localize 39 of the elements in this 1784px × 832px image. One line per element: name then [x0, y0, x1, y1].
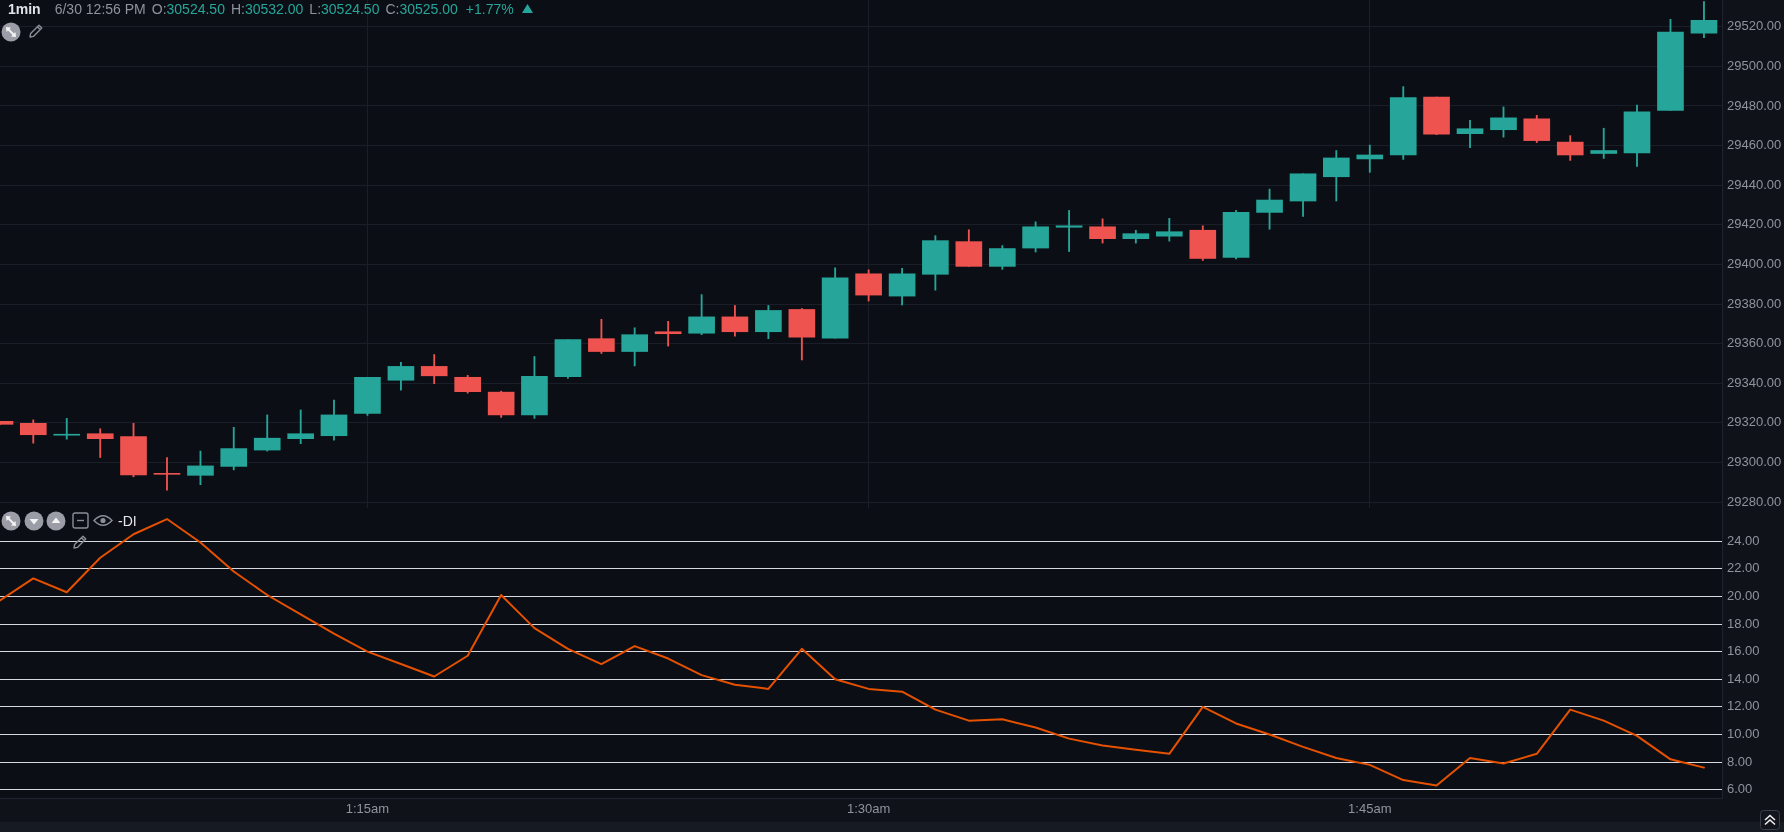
y-tick-label: 24.00	[1727, 532, 1760, 548]
y-tick-label: 10.00	[1727, 726, 1760, 742]
y-tick-label: 22.00	[1727, 560, 1760, 576]
y-tick-label: 29340.00	[1727, 374, 1782, 390]
candlestick	[1055, 210, 1083, 252]
candlestick	[153, 457, 181, 491]
y-tick-label: 18.00	[1727, 615, 1760, 631]
y-tick-label: 29300.00	[1727, 454, 1782, 470]
candlestick	[1590, 127, 1618, 159]
chart-title: -DI	[118, 512, 137, 529]
chart-title: 1min	[8, 0, 41, 17]
y-tick-label: 29400.00	[1727, 255, 1782, 271]
annotation: 6/30 12:56 PM	[54, 0, 146, 17]
annotation: H:30532.00	[230, 0, 304, 17]
y-tick-label: 29280.00	[1727, 493, 1782, 509]
y-tick-label: 29460.00	[1727, 137, 1782, 153]
y-tick-label: 29420.00	[1727, 216, 1782, 232]
y-tick-label: 29380.00	[1727, 295, 1782, 311]
x-tick-label: 1:30am	[846, 801, 891, 817]
annotation: O:30524.50	[151, 0, 225, 17]
x-tick-label: 1:15am	[345, 801, 390, 817]
y-tick-label: 29440.00	[1727, 176, 1782, 192]
y-tick-label: 12.00	[1727, 698, 1760, 714]
candlestick	[654, 321, 682, 347]
x-tick-label: 1:45am	[1348, 801, 1392, 817]
y-tick-label: 8.00	[1727, 753, 1753, 769]
y-tick-label: 29360.00	[1727, 335, 1782, 351]
annotation: C:30525.00	[385, 0, 458, 17]
y-tick-label: 20.00	[1727, 587, 1760, 603]
y-tick-label: 29500.00	[1727, 57, 1782, 73]
y-tick-label: 16.00	[1727, 643, 1760, 659]
y-tick-label: 29320.00	[1727, 414, 1782, 430]
y-tick-label: 29480.00	[1727, 97, 1782, 113]
annotation: +1.77%	[465, 0, 514, 17]
y-tick-label: 14.00	[1727, 670, 1760, 686]
annotation: L:30524.50	[309, 0, 380, 17]
y-tick-label: 29520.00	[1727, 18, 1782, 34]
candlestick	[53, 418, 81, 440]
y-tick-label: 6.00	[1727, 781, 1753, 797]
